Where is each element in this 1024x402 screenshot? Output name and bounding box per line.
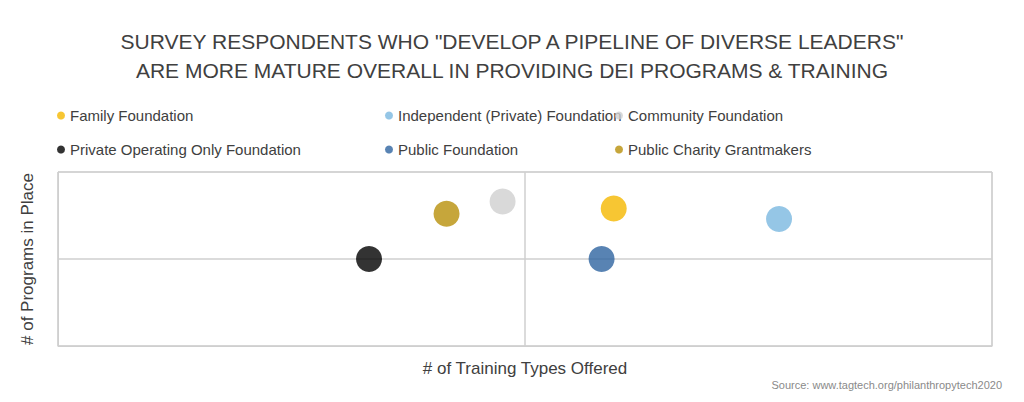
svg-text:Public Foundation: Public Foundation bbox=[398, 141, 518, 158]
svg-text:Private Operating Only Foundat: Private Operating Only Foundation bbox=[70, 141, 301, 158]
svg-text:Family Foundation: Family Foundation bbox=[70, 107, 193, 124]
svg-text:Public Charity Grantmakers: Public Charity Grantmakers bbox=[628, 141, 811, 158]
svg-text:SURVEY RESPONDENTS WHO "DEVELO: SURVEY RESPONDENTS WHO "DEVELOP A PIPELI… bbox=[121, 30, 904, 53]
svg-text:Source: www.tagtech.org/philan: Source: www.tagtech.org/philanthropytech… bbox=[771, 379, 1002, 391]
svg-text:# of Training Types Offered: # of Training Types Offered bbox=[423, 359, 627, 378]
svg-text:Independent (Private) Foundati: Independent (Private) Foundation bbox=[398, 107, 621, 124]
svg-text:ARE MORE MATURE OVERALL IN PRO: ARE MORE MATURE OVERALL IN PROVIDING DEI… bbox=[136, 59, 888, 82]
svg-text:Community Foundation: Community Foundation bbox=[628, 107, 783, 124]
svg-text:# of Programs in Place: # of Programs in Place bbox=[18, 173, 37, 345]
